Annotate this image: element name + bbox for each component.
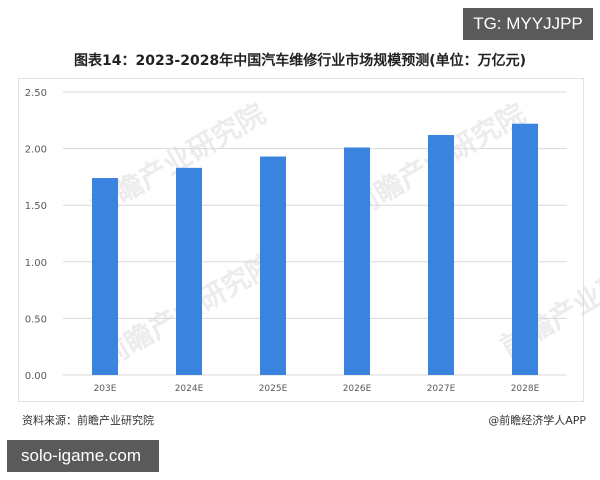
x-tick-label: 203E [94, 384, 117, 394]
bar [92, 178, 118, 375]
site-badge: solo-igame.com [7, 440, 159, 472]
bar [260, 156, 286, 375]
bar-chart: 0.00 0.50 1.00 1.50 2.00 2.50 203E 2024E 2025E 20… [25, 88, 567, 394]
y-tick-label: 2.50 [25, 88, 47, 99]
bar [344, 147, 370, 375]
y-tick-label: 1.50 [25, 201, 47, 212]
x-tick-label: 2024E [175, 384, 204, 394]
x-tick-label: 2028E [511, 384, 540, 394]
bar [176, 167, 202, 375]
x-tick-label: 2027E [427, 384, 456, 394]
tg-badge: TG: MYYJJPP [463, 8, 593, 40]
bar [428, 135, 454, 375]
y-tick-label: 0.50 [25, 314, 47, 325]
y-tick-label: 1.00 [25, 258, 47, 269]
source-note: 资料来源：前瞻产业研究院 [22, 414, 154, 427]
y-tick-label: 0.00 [25, 371, 47, 382]
y-tick-label: 2.00 [25, 145, 47, 156]
chart-title: 图表14：2023-2028年中国汽车维修行业市场规模预测(单位：万亿元) [73, 53, 527, 69]
bar [512, 123, 538, 375]
x-tick-label: 2025E [259, 384, 288, 394]
app-credit: @前瞻经济学人APP [488, 414, 586, 427]
chart-frame: 前瞻产业研究院 前瞻产业研究院 前瞻产业研究院 前瞻产业研究院 0.000.50… [18, 78, 600, 402]
x-tick-label: 2026E [343, 384, 372, 394]
